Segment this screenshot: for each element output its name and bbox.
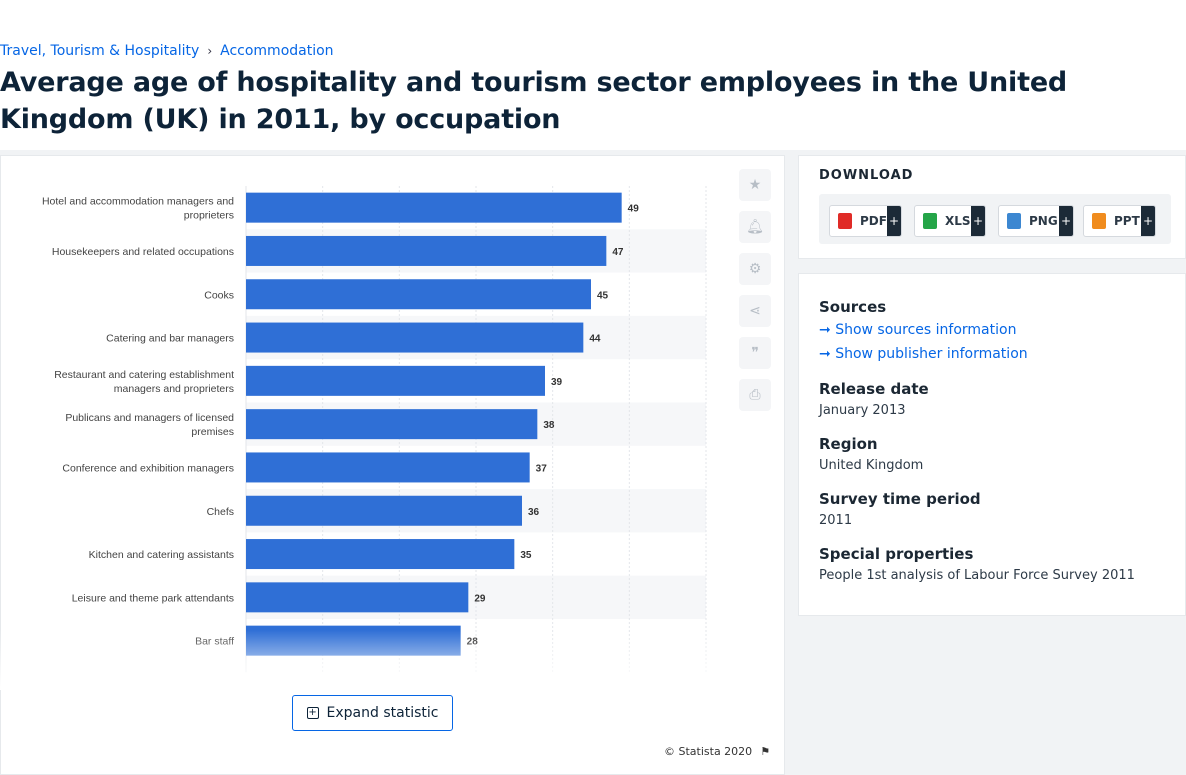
category-label: Catering and bar managers <box>106 333 234 345</box>
data-label: 39 <box>551 377 563 388</box>
data-label: 29 <box>474 593 486 604</box>
page-title: Average age of hospitality and tourism s… <box>0 67 1068 135</box>
category-label: Hotel and accommodation managers and <box>42 196 234 208</box>
download-pdf-plus: + <box>887 206 901 236</box>
download-png-plus: + <box>1059 206 1073 236</box>
data-label: 44 <box>589 334 601 345</box>
category-label: Conference and exhibition managers <box>62 462 234 474</box>
bell-icon[interactable]: 🔔︎ <box>739 211 771 243</box>
quote-icon[interactable]: ❞ <box>739 337 771 369</box>
bar[interactable] <box>246 495 522 526</box>
data-label: 37 <box>536 463 548 474</box>
download-bar: PDF + XLS + PNG + PPT + <box>819 194 1171 244</box>
chart-toolbar: ★ 🔔︎ ⚙ ⋖ ❞ ⎙ <box>739 169 771 421</box>
bar[interactable] <box>246 235 607 266</box>
ppt-file-icon <box>1092 213 1106 229</box>
expand-statistic-button[interactable]: + Expand statistic <box>292 695 453 731</box>
category-label: Restaurant and catering establishment <box>54 369 234 381</box>
copyright-text: © Statista 2020 <box>664 745 753 758</box>
category-label: Housekeepers and related occupations <box>52 246 234 258</box>
sources-heading: Sources <box>819 298 887 316</box>
bar[interactable] <box>246 409 538 440</box>
bar[interactable] <box>246 322 584 353</box>
bar[interactable] <box>246 192 622 223</box>
data-label: 35 <box>520 550 532 561</box>
show-publisher-label: Show publisher information <box>835 346 1028 362</box>
xls-file-icon <box>923 213 937 229</box>
bar[interactable] <box>246 365 545 396</box>
category-label: Chefs <box>207 506 234 518</box>
download-pdf-label: PDF <box>860 214 887 228</box>
copyright: © Statista 2020 ⚑ <box>664 745 770 758</box>
breadcrumb-travel[interactable]: Travel, Tourism & Hospitality <box>0 43 200 59</box>
data-label: 36 <box>528 507 540 518</box>
gear-icon[interactable]: ⚙ <box>739 253 771 285</box>
category-label: Cooks <box>204 289 234 301</box>
category-label: Publicans and managers of licensed <box>65 412 234 424</box>
page-header: Travel, Tourism & Hospitality › Accommod… <box>0 0 1186 150</box>
survey-period-value: 2011 <box>819 513 853 528</box>
download-panel: DOWNLOAD PDF + XLS + PNG + PPT + <box>798 155 1186 259</box>
arrow-right-icon: ➞ <box>819 322 836 338</box>
download-png-button[interactable]: PNG + <box>998 205 1074 237</box>
flag-icon[interactable]: ⚑ <box>760 745 771 758</box>
bar[interactable] <box>246 279 591 310</box>
category-label: proprieters <box>184 210 234 222</box>
download-xls-button[interactable]: XLS + <box>914 205 986 237</box>
special-properties-heading: Special properties <box>819 545 974 563</box>
share-icon[interactable]: ⋖ <box>739 295 771 327</box>
download-ppt-button[interactable]: PPT + <box>1083 205 1156 237</box>
show-publisher-link[interactable]: ➞ Show publisher information <box>819 346 1028 362</box>
breadcrumb: Travel, Tourism & Hospitality › Accommod… <box>0 43 334 59</box>
print-icon[interactable]: ⎙ <box>739 379 771 411</box>
category-label: managers and proprieters <box>114 383 234 395</box>
bar[interactable] <box>246 539 515 570</box>
survey-period-heading: Survey time period <box>819 490 981 508</box>
show-sources-label: Show sources information <box>835 322 1017 338</box>
bar-chart: 49 Hotel and accommodation managers and pr… <box>0 186 740 690</box>
data-label: 47 <box>612 247 624 258</box>
expand-label: Expand statistic <box>326 705 439 721</box>
png-file-icon <box>1007 213 1021 229</box>
category-label: Kitchen and catering assistants <box>89 549 234 561</box>
data-label: 45 <box>597 290 609 301</box>
category-label: premises <box>191 426 234 438</box>
arrow-right-icon: ➞ <box>819 346 836 362</box>
bar[interactable] <box>246 582 469 613</box>
chart-fade-overlay <box>0 630 740 690</box>
category-label: Leisure and theme park attendants <box>72 592 234 604</box>
release-date-value: January 2013 <box>819 403 906 418</box>
expand-icon: + <box>306 707 319 719</box>
breadcrumb-accommodation[interactable]: Accommodation <box>220 43 334 59</box>
region-value: United Kingdom <box>819 458 924 473</box>
data-label: 38 <box>543 420 555 431</box>
download-title: DOWNLOAD <box>819 168 914 183</box>
download-ppt-label: PPT <box>1114 214 1140 228</box>
special-properties-value: People 1st analysis of Labour Force Surv… <box>819 568 1135 583</box>
breadcrumb-separator: › <box>207 44 213 58</box>
data-label: 49 <box>628 204 640 215</box>
bar[interactable] <box>246 452 530 483</box>
download-pdf-button[interactable]: PDF + <box>829 205 902 237</box>
download-xls-plus: + <box>971 206 985 236</box>
pdf-file-icon <box>838 213 852 229</box>
download-xls-label: XLS <box>945 214 971 228</box>
info-panel: Sources ➞ Show sources information ➞ Sho… <box>798 273 1186 616</box>
star-icon[interactable]: ★ <box>739 169 771 201</box>
release-date-heading: Release date <box>819 380 929 398</box>
region-heading: Region <box>819 435 878 453</box>
download-ppt-plus: + <box>1141 206 1155 236</box>
download-png-label: PNG <box>1029 214 1058 228</box>
show-sources-link[interactable]: ➞ Show sources information <box>819 322 1016 338</box>
